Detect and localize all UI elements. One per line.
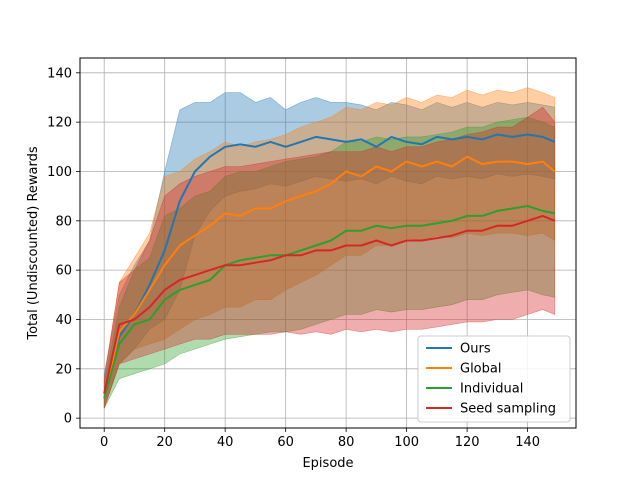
x-tick-label: 100 — [394, 435, 419, 450]
x-tick-label: 0 — [100, 435, 108, 450]
y-tick-label: 20 — [55, 362, 72, 377]
y-tick-label: 80 — [55, 214, 72, 229]
y-tick-label: 40 — [55, 313, 72, 328]
x-tick-label: 80 — [338, 435, 355, 450]
y-axis-ticks: 0 20 40 60 80 100 120 140 — [47, 66, 80, 427]
x-tick-label: 140 — [515, 435, 540, 450]
series-line-seed-sampling — [103, 214, 556, 394]
x-tick-label: 60 — [277, 435, 294, 450]
legend-box — [417, 335, 571, 423]
y-tick-label: 0 — [64, 412, 72, 427]
y-tick-label: 60 — [55, 264, 72, 279]
series-lines — [103, 133, 556, 399]
legend-label-global: Global — [460, 362, 501, 377]
x-tick-label: 20 — [156, 435, 173, 450]
x-axis-ticks: 0 20 40 60 80 100 120 140 — [100, 428, 540, 450]
y-tick-label: 140 — [47, 66, 72, 81]
legend-label-ours: Ours — [460, 342, 491, 357]
x-tick-label: 120 — [455, 435, 480, 450]
legend-label-seed-sampling: Seed sampling — [460, 402, 556, 417]
plot-frame — [79, 57, 577, 429]
y-tick-label: 120 — [47, 116, 72, 131]
legend-label-individual: Individual — [460, 382, 523, 397]
band-seed-sampling — [103, 106, 556, 409]
series-line-global — [103, 155, 556, 399]
series-line-ours — [103, 133, 556, 394]
y-tick-label: 100 — [47, 165, 72, 180]
legend: Ours Global Individual Seed sampling — [417, 335, 571, 423]
x-axis-label: Episode — [302, 456, 353, 471]
confidence-bands — [103, 87, 556, 409]
series-line-individual — [103, 205, 556, 399]
y-axis-label: Total (Undiscounted) Rewards — [26, 146, 41, 341]
x-tick-label: 40 — [217, 435, 234, 450]
